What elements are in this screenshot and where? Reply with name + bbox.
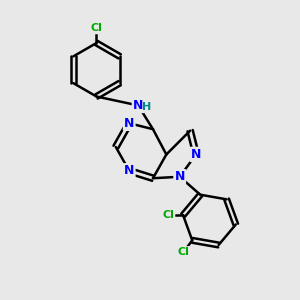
Text: H: H [142,102,152,112]
Text: Cl: Cl [91,23,102,33]
Text: N: N [133,99,143,112]
Text: N: N [175,170,185,183]
Text: Cl: Cl [177,247,189,257]
Text: Cl: Cl [162,210,174,220]
Text: N: N [124,164,134,177]
Text: N: N [191,148,201,161]
Text: N: N [124,117,134,130]
